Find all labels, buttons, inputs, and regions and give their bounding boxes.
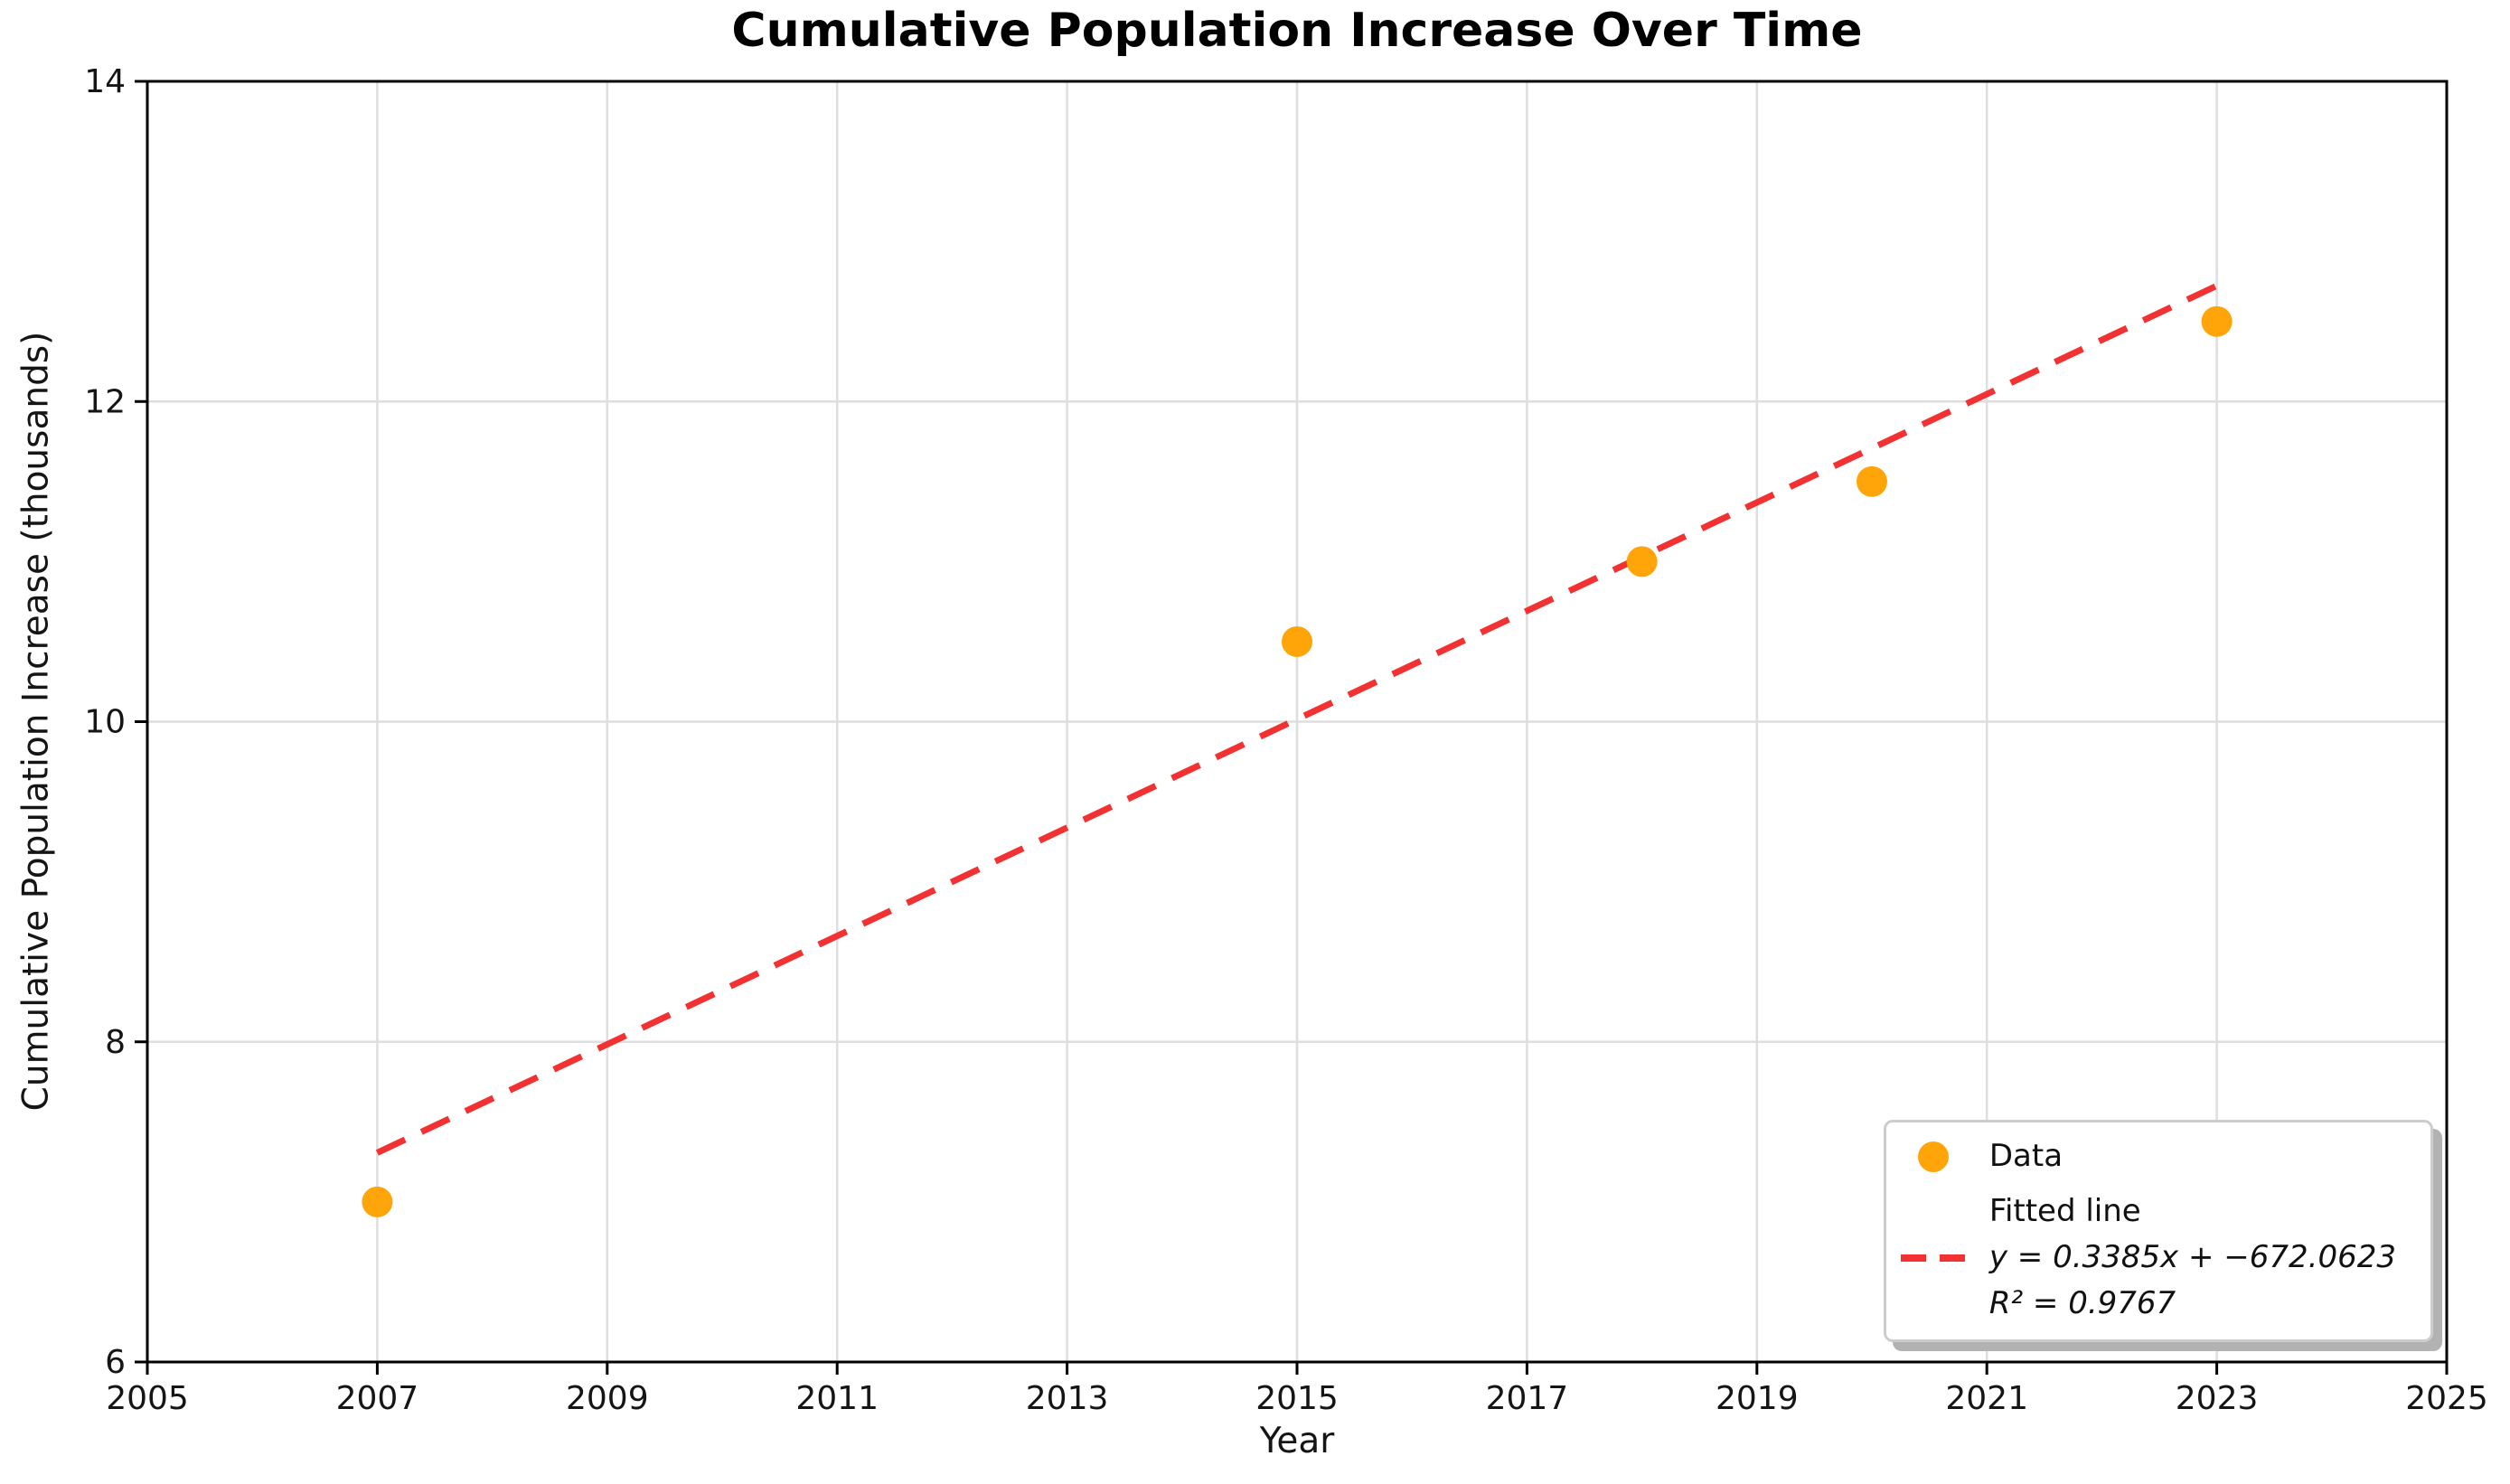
x-tick-label-2017: 2017 — [1486, 1380, 1569, 1417]
legend-fit-label: Fitted line — [1988, 1193, 2141, 1229]
data-point-2020 — [1857, 465, 1887, 497]
x-tick-label-2013: 2013 — [1026, 1380, 1109, 1417]
legend-entry-fitted-line: Fitted line — [1901, 1188, 2396, 1235]
y-tick-label-10: 10 — [84, 704, 126, 741]
dashed-line-marker-icon — [1900, 1254, 1966, 1262]
legend-entry-r-squared: R² = 0.9767 — [1901, 1281, 2396, 1327]
legend-entry-equation: y = 0.3385x + −672.0623 — [1900, 1235, 2396, 1281]
x-tick-label-2009: 2009 — [566, 1380, 649, 1417]
data-point-2007 — [362, 1186, 393, 1217]
x-tick-label-2019: 2019 — [1716, 1380, 1799, 1417]
legend-data-label: Data — [1988, 1138, 2063, 1174]
y-tick-label-6: 6 — [105, 1344, 126, 1381]
x-tick-label-2005: 2005 — [106, 1380, 189, 1417]
x-axis-label: Year — [1259, 1421, 1335, 1461]
data-point-2018 — [1626, 546, 1658, 578]
y-tick-label-12: 12 — [84, 383, 126, 420]
data-point-2015 — [1282, 625, 1312, 657]
chart-title: Cumulative Population Increase Over Time — [731, 4, 1863, 58]
legend-marker-cell — [1901, 1141, 1966, 1172]
x-tick-label-2021: 2021 — [1945, 1380, 2028, 1417]
x-tick-label-2025: 2025 — [2405, 1380, 2488, 1417]
legend: Data Fitted line y = 0.3385x + −672.0623… — [1883, 1120, 2433, 1342]
x-tick-label-2023: 2023 — [2176, 1380, 2259, 1417]
x-tick-label-2007: 2007 — [336, 1380, 419, 1417]
legend-r-squared: R² = 0.9767 — [1988, 1285, 2176, 1321]
data-point-marker-icon — [1917, 1141, 1949, 1172]
y-tick-label-14: 14 — [84, 63, 126, 100]
x-tick-label-2015: 2015 — [1255, 1380, 1339, 1417]
x-tick-label-2011: 2011 — [795, 1380, 879, 1417]
data-point-2023 — [2201, 305, 2233, 337]
plot-border — [146, 80, 2449, 1364]
legend-marker-cell — [1900, 1254, 1966, 1262]
legend-equation: y = 0.3385x + −672.0623 — [1988, 1239, 2396, 1275]
y-tick-label-8: 8 — [105, 1024, 126, 1061]
legend-entry-data: Data — [1901, 1133, 2396, 1179]
